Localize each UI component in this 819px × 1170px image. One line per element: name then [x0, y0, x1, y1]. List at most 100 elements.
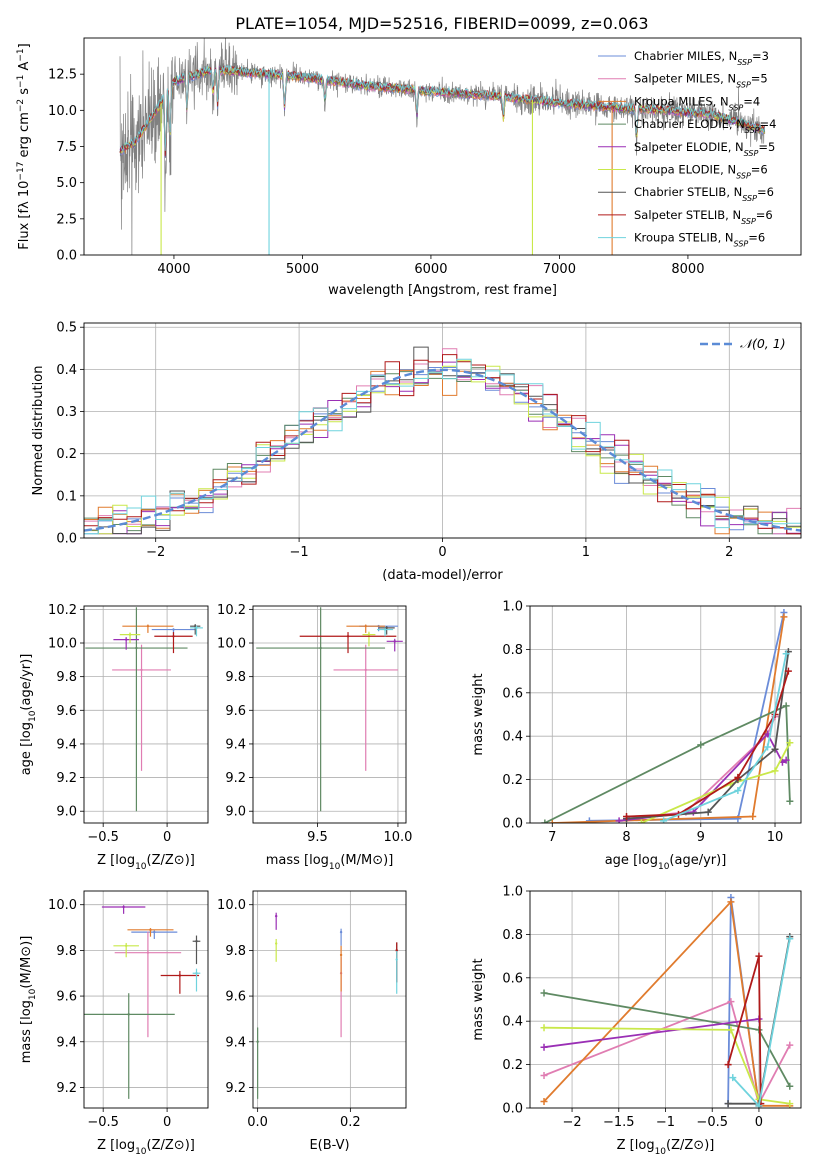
plot-area — [256, 912, 398, 1099]
data-point — [195, 972, 198, 975]
weight-marker — [623, 812, 631, 820]
y-tick-label: 12.5 — [48, 68, 77, 83]
data-point — [146, 624, 150, 628]
y-tick-label: 10.0 — [48, 104, 77, 119]
weight-marker — [540, 1071, 548, 1079]
legend-entry: Chabrier MILES, NSSP=3 — [634, 49, 769, 67]
y-axis-label: Normed distribution — [31, 366, 46, 496]
weight-marker — [729, 1074, 737, 1082]
y-tick-label: 0.2 — [56, 447, 77, 462]
data-point — [153, 930, 156, 934]
weight-marker — [540, 1024, 548, 1032]
weight-marker — [786, 935, 794, 943]
spectrum-model-line — [119, 65, 765, 157]
y-axis-label: mass [log10(M/M⊙)] — [19, 936, 38, 1064]
axes-frame — [83, 322, 802, 539]
weight-series-line — [543, 1026, 790, 1105]
y-tick-label: 0.4 — [502, 1015, 523, 1030]
chart-weight_vs_age: 7 8 9 10 0.0 0.2 0.4 0.6 0.8 1.0 age [log10(age/yr… — [471, 600, 802, 872]
data-point — [195, 940, 198, 943]
plot-area — [84, 346, 801, 535]
y-tick-label: 0.0 — [502, 817, 523, 832]
y-tick-label: 9.4 — [225, 1035, 246, 1050]
spectrum-model-line — [119, 65, 765, 152]
weight-marker — [755, 952, 763, 960]
x-tick-label: 0.0 — [247, 1115, 268, 1130]
weight-series-line — [618, 732, 787, 822]
y-axis-label: Flux [fλ 10−17 erg cm−2 s−1 A−1] — [16, 43, 32, 249]
x-axis-label: Z [log10(Z/Z⊙)] — [617, 1138, 715, 1157]
data-point — [319, 646, 322, 650]
weight-series-line — [641, 742, 791, 823]
x-tick-label: −1.5 — [603, 1115, 635, 1130]
y-tick-label: 10.0 — [48, 898, 77, 913]
data-point — [339, 953, 343, 957]
chart-age_vs_Z: −0.5 0 9.0 9.2 9.4 9.6 9.8 10.0 10.2 Z [log10(Z/Z… — [19, 603, 209, 872]
chart-weight_vs_Z: −2 −1.5 −1 −0.5 0 0.0 0.2 0.4 0.6 0.8 1.0 Z [log10(… — [471, 885, 802, 1157]
weight-marker — [697, 741, 705, 749]
y-tick-label: 9.2 — [56, 1081, 77, 1096]
weight-marker — [734, 786, 742, 794]
data-point — [367, 633, 371, 636]
weight-marker — [540, 989, 548, 997]
weight-marker — [548, 819, 556, 823]
data-point — [124, 944, 128, 948]
weight-series-line — [543, 1018, 760, 1049]
weight-marker — [782, 756, 790, 764]
data-point — [146, 951, 150, 954]
x-tick-label: −0.5 — [87, 1115, 119, 1130]
y-tick-label: 9.6 — [225, 990, 246, 1005]
y-tick-label: 0.3 — [56, 405, 77, 420]
y-tick-label: 5.0 — [56, 176, 77, 191]
histogram-step-line — [84, 354, 801, 535]
x-axis-label: E(B-V) — [309, 1138, 349, 1153]
plot-area — [256, 607, 403, 812]
plot-area — [541, 609, 794, 823]
y-axis-label: age [log10(age/yr)] — [19, 654, 38, 776]
legend-entry: Kroupa STELIB, NSSP=6 — [634, 231, 765, 249]
axes-frame — [529, 890, 802, 1109]
weight-marker — [784, 667, 792, 675]
y-tick-label: 1.0 — [502, 885, 523, 900]
spectrum-data-line — [119, 38, 766, 255]
weight-series-line — [543, 1000, 791, 1107]
weight-series-line — [544, 704, 791, 823]
x-tick-label: −2 — [146, 545, 165, 560]
data-point — [194, 624, 197, 628]
legend-entry: Salpeter STELIB, NSSP=6 — [634, 208, 773, 226]
weight-marker — [541, 819, 549, 823]
data-point — [135, 646, 138, 650]
weight-marker — [727, 998, 735, 1006]
y-tick-label: 9.6 — [56, 990, 77, 1005]
weight-series-line — [589, 612, 785, 822]
x-axis-label: Z [log10(Z/Z⊙)] — [97, 1138, 195, 1157]
x-axis-label: wavelength [Angstrom, rest frame] — [328, 283, 557, 298]
y-tick-label: 0.6 — [502, 686, 523, 701]
y-tick-label: 9.6 — [225, 704, 246, 719]
x-tick-label: −2 — [562, 1115, 581, 1130]
y-tick-label: 0.2 — [502, 773, 523, 788]
data-point — [364, 624, 367, 628]
weight-marker — [786, 739, 794, 747]
x-axis-label: Z [log10(Z/Z⊙)] — [97, 853, 195, 872]
data-point — [256, 1040, 259, 1043]
weight-marker — [771, 767, 779, 775]
y-tick-label: 0.2 — [502, 1058, 523, 1073]
weight-marker — [786, 1082, 794, 1090]
y-tick-label: 0.4 — [56, 363, 77, 378]
legend: 𝒩(0, 1) — [700, 336, 786, 351]
y-tick-label: 2.5 — [56, 212, 77, 227]
x-tick-label: 0.2 — [340, 1115, 361, 1130]
weight-marker — [540, 1097, 548, 1105]
y-axis-label: mass weight — [471, 958, 486, 1040]
y-tick-label: 0.0 — [56, 249, 77, 264]
data-point — [383, 628, 387, 631]
spectrum-model-line — [119, 66, 765, 154]
histogram-step-line — [84, 358, 801, 535]
x-tick-label: 7 — [548, 830, 556, 845]
y-tick-label: 9.4 — [56, 1035, 77, 1050]
data-point — [339, 930, 343, 934]
data-point — [127, 1013, 130, 1016]
x-tick-label: −0.5 — [696, 1115, 728, 1130]
chart-spectrum: 4000 5000 6000 7000 8000 0.0 2.5 5.0 7.5 10.0 12.5… — [16, 37, 802, 298]
